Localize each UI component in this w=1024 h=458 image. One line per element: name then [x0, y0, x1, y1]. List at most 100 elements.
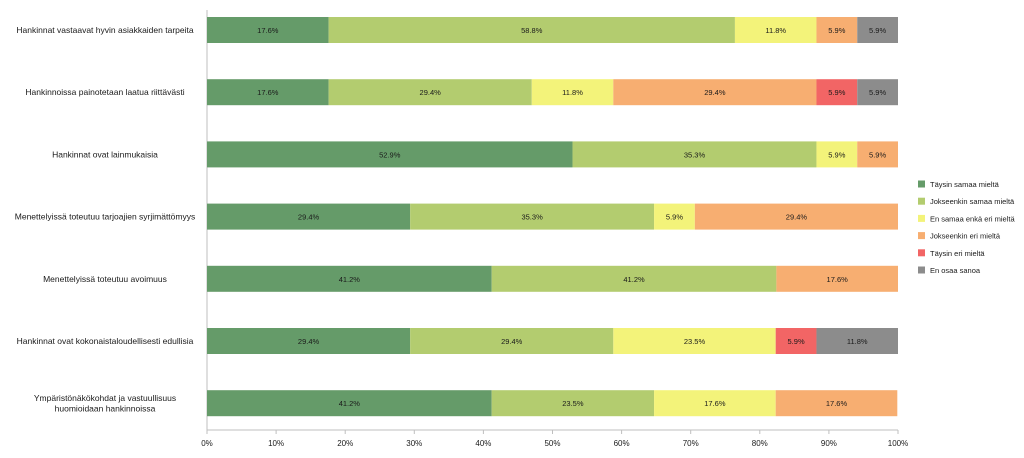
data-label: 17.6% [826, 399, 848, 408]
data-label: 17.6% [827, 275, 849, 284]
bar-segment [328, 79, 532, 106]
bar-segment [776, 265, 898, 292]
x-tick-label: 10% [268, 439, 284, 448]
legend-label: Jokseenkin samaa mieltä [930, 197, 1015, 206]
category-label-line: Menettelyissä toteutuu tarjoajien syrjim… [15, 212, 195, 222]
data-label: 41.2% [623, 275, 645, 284]
category-label-line: Hankinnat vastaavat hyvin asiakkaiden ta… [16, 25, 193, 35]
data-label: 17.6% [704, 399, 726, 408]
data-label: 35.3% [684, 150, 706, 159]
legend-swatch [918, 197, 925, 205]
data-label: 11.8% [847, 337, 868, 346]
data-label: 5.9% [828, 150, 845, 159]
category-label: Menettelyissä toteutuu tarjoajien syrjim… [15, 212, 195, 222]
bar-segment [775, 390, 898, 417]
bar-segment [613, 79, 817, 106]
bar-segment [816, 17, 858, 43]
x-tick-label: 0% [201, 439, 213, 448]
category-label: Menettelyissä toteutuu avoimuus [43, 274, 167, 284]
data-label: 52.9% [379, 150, 401, 159]
data-label: 29.4% [704, 88, 726, 97]
bar-segment [816, 79, 858, 106]
bar-segment [491, 265, 777, 292]
data-label: 29.4% [298, 213, 320, 222]
legend-label: Jokseenkin eri mieltä [930, 232, 1001, 241]
category-label-line: Hankinnat ovat kokonaistaloudellisesti e… [17, 336, 194, 346]
category-label: Hankinnoissa painotetaan laatua riittävä… [25, 87, 184, 97]
x-tick-label: 20% [337, 439, 353, 448]
category-label-line: Hankinnat ovat lainmukaisia [52, 149, 158, 159]
data-label: 11.8% [765, 26, 786, 35]
legend-label: Täysin eri mieltä [930, 249, 985, 258]
legend-label: Täysin samaa mieltä [930, 180, 1000, 189]
data-label: 41.2% [339, 399, 361, 408]
bar-segment [531, 79, 614, 106]
data-label: 11.8% [562, 88, 583, 97]
category-label: Hankinnat vastaavat hyvin asiakkaiden ta… [16, 25, 193, 35]
bar-segment [207, 390, 492, 417]
category-label: Hankinnat ovat lainmukaisia [52, 149, 158, 159]
legend: Täysin samaa mieltä Jokseenkin samaa miel… [918, 180, 1015, 275]
data-label: 58.8% [521, 26, 543, 35]
data-label: 5.9% [869, 26, 886, 35]
bar-segment [207, 79, 329, 106]
category-labels: Hankinnat vastaavat hyvin asiakkaiden ta… [15, 25, 195, 413]
data-label: 29.4% [501, 337, 523, 346]
bar-segment [410, 203, 655, 230]
bar-segment [654, 390, 776, 417]
data-label: 5.9% [869, 88, 886, 97]
bar-segment [207, 328, 411, 354]
bar-segment [734, 17, 817, 43]
bar-segment [857, 17, 898, 43]
data-label: 29.4% [420, 88, 442, 97]
bar-segment [328, 17, 735, 43]
data-label: 17.6% [257, 26, 279, 35]
x-tick-label: 90% [821, 439, 837, 448]
legend-swatch [918, 232, 925, 240]
bar-segment [857, 79, 898, 106]
category-label-line: huomioidaan hankinnoissa [55, 403, 156, 413]
legend-swatch [918, 249, 925, 257]
bar-segment [816, 328, 898, 354]
x-tick-label: 30% [406, 439, 422, 448]
bar-segment [207, 17, 329, 43]
bar-segment [491, 390, 655, 417]
data-label: 17.6% [257, 88, 279, 97]
legend-swatch [918, 266, 925, 274]
legend-label: En osaa sanoa [930, 266, 981, 275]
bar-segment [816, 141, 858, 168]
category-label-line: Hankinnoissa painotetaan laatua riittävä… [25, 87, 184, 97]
data-label: 5.9% [828, 26, 845, 35]
legend-swatch [918, 214, 925, 222]
x-tick-label: 60% [614, 439, 630, 448]
data-label: 5.9% [828, 88, 845, 97]
bar-segment [654, 203, 695, 230]
x-tick-label: 40% [475, 439, 491, 448]
data-label: 5.9% [788, 337, 805, 346]
bar-segment [207, 203, 411, 230]
bar-segment [410, 328, 614, 354]
x-tick-label: 80% [752, 439, 768, 448]
bar-segment [694, 203, 898, 230]
bars [207, 17, 898, 417]
category-label-line: Ympäristönäkökohdat ja vastuullisuus [34, 393, 176, 403]
data-label: 5.9% [666, 213, 683, 222]
bar-segment [775, 328, 817, 354]
x-tick-label: 100% [888, 439, 908, 448]
legend-label: En samaa enkä eri mieltä [930, 214, 1015, 223]
legend-swatch [918, 180, 925, 188]
data-labels: 17.6% 58.8% 11.8% 5.9% 5.9% 17.6% 29.4% 11.8% 29… [257, 26, 886, 408]
bar-segment [857, 141, 898, 168]
category-label: Ympäristönäkökohdat ja vastuullisuus huom… [34, 393, 176, 414]
bar-segment [613, 328, 776, 354]
data-label: 29.4% [298, 337, 320, 346]
data-label: 5.9% [869, 150, 886, 159]
bar-segment [207, 265, 492, 292]
data-label: 29.4% [786, 213, 808, 222]
data-label: 41.2% [339, 275, 361, 284]
data-label: 23.5% [684, 337, 706, 346]
data-label: 23.5% [562, 399, 584, 408]
x-tick-label: 70% [683, 439, 699, 448]
bar-segment [572, 141, 817, 168]
